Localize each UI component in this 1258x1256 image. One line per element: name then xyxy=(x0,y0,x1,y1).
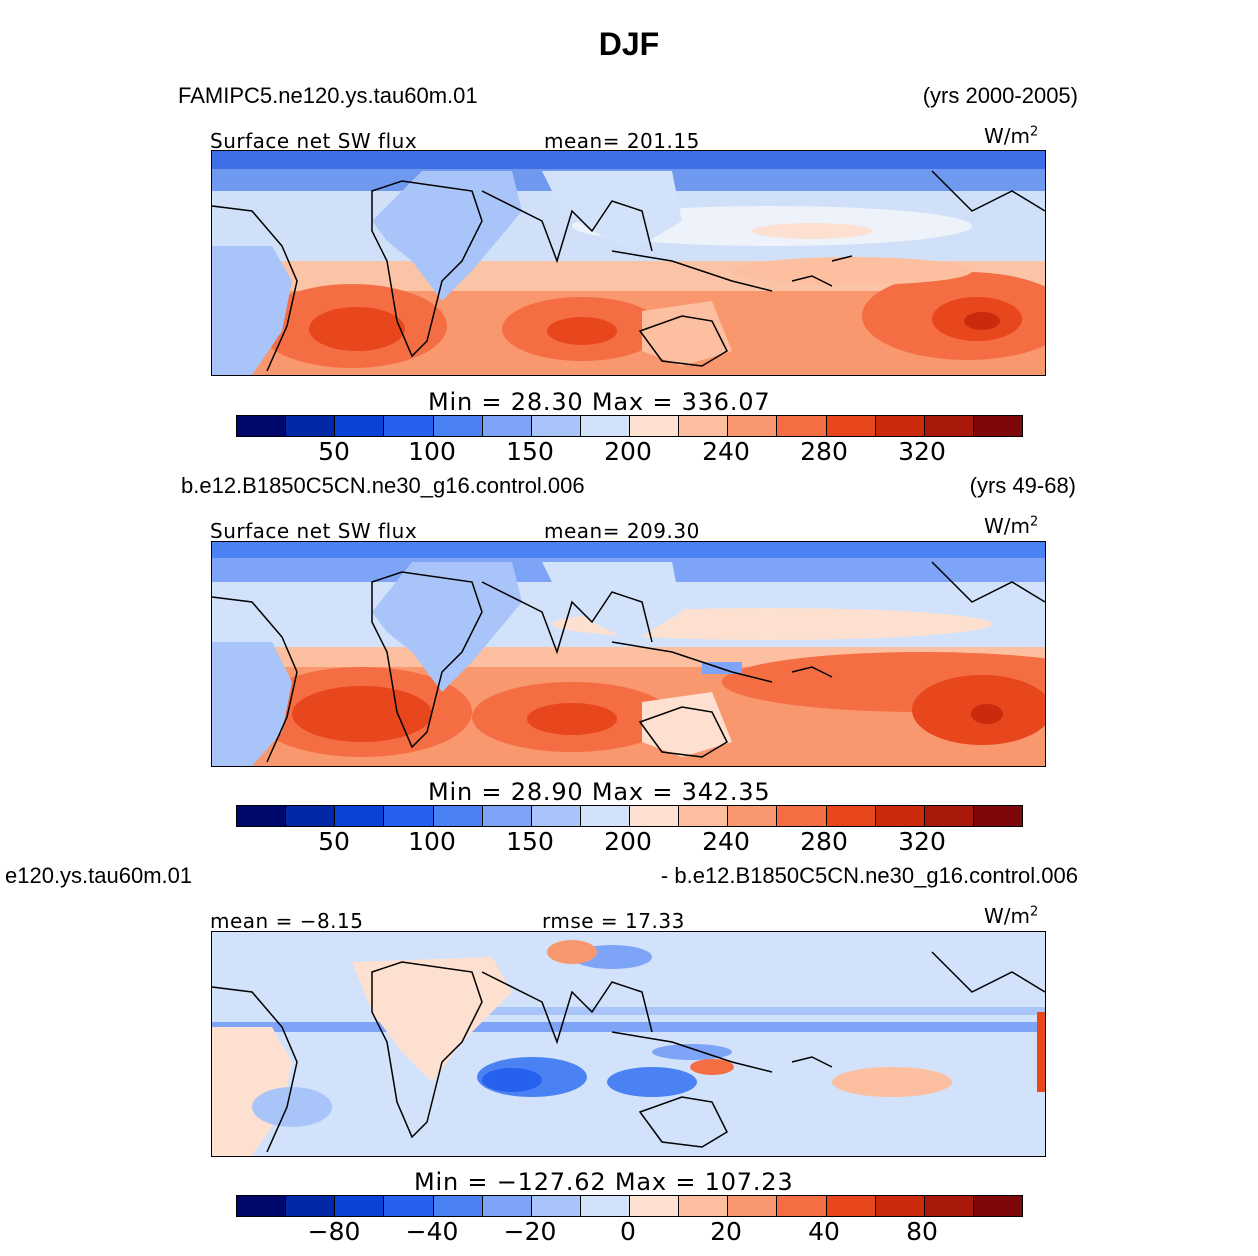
colorbar xyxy=(236,1195,1023,1217)
sw-flux-map-1 xyxy=(211,150,1046,376)
colorbar-bin xyxy=(826,1196,876,1216)
colorbar-bin xyxy=(630,1196,680,1216)
colorbar-bin xyxy=(973,806,1022,826)
colorbar-tick: 80 xyxy=(906,1217,938,1246)
colorbar xyxy=(236,415,1023,437)
minmax-label: Min = 28.30 Max = 336.07 xyxy=(428,388,771,416)
colorbar-bin xyxy=(875,806,925,826)
colorbar-bin xyxy=(531,416,581,436)
colorbar-bin xyxy=(728,416,778,436)
colorbar-bin xyxy=(826,416,876,436)
colorbar-tick: 100 xyxy=(408,437,456,466)
case-name: e120.ys.tau60m.01 xyxy=(5,863,193,888)
colorbar-bin xyxy=(630,416,680,436)
colorbar-bin xyxy=(384,416,434,436)
case-name: FAMIPC5.ne120.ys.tau60m.01 xyxy=(178,83,478,108)
map-field xyxy=(212,932,1045,1156)
colorbar-bin xyxy=(286,416,336,436)
colorbar-bin xyxy=(728,1196,778,1216)
colorbar-tick: 100 xyxy=(408,827,456,856)
colorbar-bin xyxy=(433,806,483,826)
colorbar-tick: 150 xyxy=(506,437,554,466)
colorbar-bin xyxy=(728,806,778,826)
figure-title: DJF xyxy=(598,26,660,62)
colorbar-bin xyxy=(433,416,483,436)
colorbar-bin xyxy=(875,1196,925,1216)
colorbar-bin xyxy=(580,806,630,826)
colorbar-bin xyxy=(335,416,385,436)
units-label: W/m2 xyxy=(984,514,1039,538)
colorbar-tick: 0 xyxy=(620,1217,636,1246)
colorbar-bin xyxy=(237,1196,287,1216)
colorbar-bin xyxy=(924,1196,974,1216)
colorbar-bin xyxy=(384,1196,434,1216)
sw-flux-map-2 xyxy=(211,541,1046,767)
colorbar-bin xyxy=(679,1196,729,1216)
colorbar-bin xyxy=(973,1196,1022,1216)
colorbar-bin xyxy=(384,806,434,826)
colorbar-bin xyxy=(237,806,287,826)
colorbar-tick: 200 xyxy=(604,827,652,856)
variable-label: Surface net SW flux xyxy=(210,519,418,543)
minmax-label: Min = −127.62 Max = 107.23 xyxy=(414,1168,794,1196)
variable-label: Surface net SW flux xyxy=(210,129,418,153)
colorbar-bin xyxy=(286,806,336,826)
colorbar-bin xyxy=(777,806,827,826)
colorbar xyxy=(236,805,1023,827)
colorbar-tick: 200 xyxy=(604,437,652,466)
years-label: (yrs 49-68) xyxy=(969,473,1076,498)
colorbar-bin xyxy=(531,1196,581,1216)
colorbar-bin xyxy=(335,1196,385,1216)
colorbar-bin xyxy=(777,416,827,436)
colorbar-bin xyxy=(924,806,974,826)
sw-flux-diff-map xyxy=(211,931,1046,1157)
colorbar-bin xyxy=(531,806,581,826)
rmse-label: rmse = 17.33 xyxy=(542,909,685,933)
colorbar-bin xyxy=(433,1196,483,1216)
colorbar-tick: 40 xyxy=(808,1217,840,1246)
colorbar-tick: 280 xyxy=(800,827,848,856)
colorbar-tick: 320 xyxy=(898,827,946,856)
colorbar-tick: 280 xyxy=(800,437,848,466)
colorbar-bin xyxy=(335,806,385,826)
colorbar-bin xyxy=(679,806,729,826)
map-field xyxy=(212,542,1045,766)
years-label: - b.e12.B1850C5CN.ne30_g16.control.006 xyxy=(660,863,1078,888)
colorbar-bin xyxy=(924,416,974,436)
colorbar-bin xyxy=(237,416,287,436)
colorbar-bin xyxy=(286,1196,336,1216)
colorbar-bin xyxy=(630,806,680,826)
years-label: (yrs 2000-2005) xyxy=(922,83,1078,108)
colorbar-bin xyxy=(875,416,925,436)
colorbar-tick: 240 xyxy=(702,827,750,856)
colorbar-tick: 240 xyxy=(702,437,750,466)
colorbar-bin xyxy=(580,1196,630,1216)
units-label: W/m2 xyxy=(984,904,1039,928)
units-label: W/m2 xyxy=(984,124,1039,148)
case-name: b.e12.B1850C5CN.ne30_g16.control.006 xyxy=(181,473,585,498)
colorbar-tick: 150 xyxy=(506,827,554,856)
map-field xyxy=(212,151,1045,375)
colorbar-tick: 50 xyxy=(318,437,350,466)
colorbar-bin xyxy=(826,806,876,826)
mean-label: mean= 209.30 xyxy=(544,519,700,543)
colorbar-tick: −80 xyxy=(307,1217,361,1246)
colorbar-tick: −20 xyxy=(503,1217,557,1246)
colorbar-bin xyxy=(580,416,630,436)
colorbar-tick: 50 xyxy=(318,827,350,856)
colorbar-bin xyxy=(482,416,532,436)
colorbar-bin xyxy=(777,1196,827,1216)
colorbar-tick: 20 xyxy=(710,1217,742,1246)
minmax-label: Min = 28.90 Max = 342.35 xyxy=(428,778,771,806)
mean-label: mean = −8.15 xyxy=(210,909,364,933)
mean-label: mean= 201.15 xyxy=(544,129,700,153)
colorbar-bin xyxy=(973,416,1022,436)
colorbar-bin xyxy=(482,806,532,826)
colorbar-bin xyxy=(679,416,729,436)
colorbar-tick: 320 xyxy=(898,437,946,466)
colorbar-bin xyxy=(482,1196,532,1216)
colorbar-tick: −40 xyxy=(405,1217,459,1246)
